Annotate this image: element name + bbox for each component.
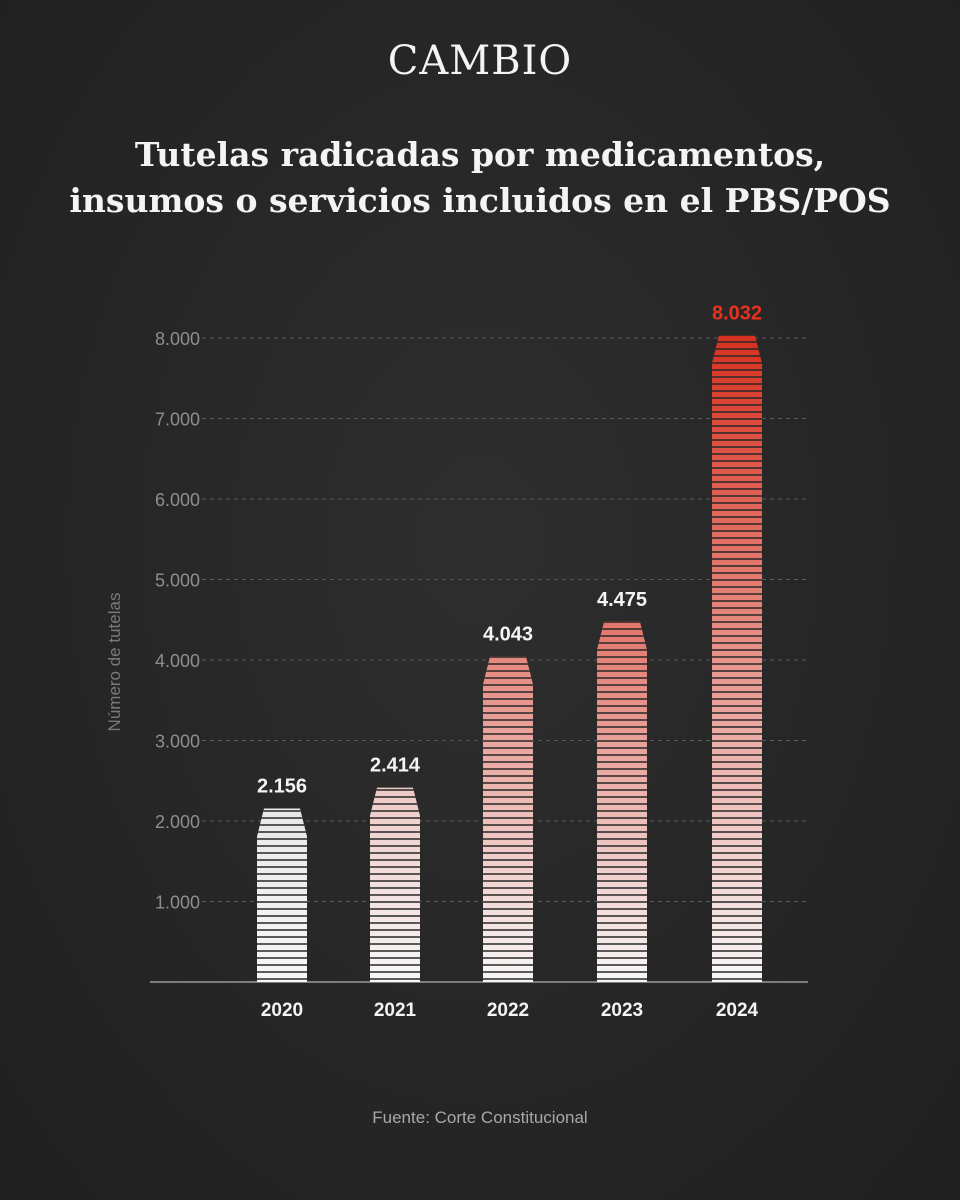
value-label-2024: 8.032 bbox=[712, 302, 762, 324]
bar-stripes-2020 bbox=[257, 808, 307, 982]
bar-stripes-2022 bbox=[483, 656, 533, 982]
y-tick-label: 7.000 bbox=[155, 410, 200, 430]
y-tick-label: 6.000 bbox=[155, 490, 200, 510]
x-tick-label-2020: 2020 bbox=[261, 1000, 303, 1021]
x-tick-label-2021: 2021 bbox=[374, 1000, 417, 1021]
bar-stripes-2023 bbox=[597, 621, 647, 982]
chart-title: Tutelas radicadas por medicamentos, insu… bbox=[0, 132, 960, 224]
chart-title-line-1: Tutelas radicadas por medicamentos, bbox=[134, 135, 826, 174]
bar-stripes-2021 bbox=[370, 787, 420, 982]
source-note: Fuente: Corte Constitucional bbox=[372, 1108, 588, 1127]
x-tick-label-2022: 2022 bbox=[487, 1000, 529, 1021]
y-tick-label: 4.000 bbox=[155, 651, 200, 671]
y-tick-label: 5.000 bbox=[155, 571, 200, 591]
y-tick-label: 2.000 bbox=[155, 812, 200, 832]
brand-logo: CAMBIO bbox=[387, 38, 573, 84]
y-tick-label: 1.000 bbox=[155, 893, 200, 913]
bar-stripes-2024 bbox=[712, 335, 762, 982]
value-label-2020: 2.156 bbox=[257, 775, 307, 797]
chart-title-line-2: insumos o servicios incluidos en el PBS/… bbox=[69, 181, 891, 220]
y-tick-label: 8.000 bbox=[155, 329, 200, 349]
value-label-2023: 4.475 bbox=[597, 589, 647, 611]
y-axis-title: Número de tutelas bbox=[105, 593, 124, 732]
value-label-2022: 4.043 bbox=[483, 624, 533, 646]
y-tick-label: 3.000 bbox=[155, 732, 200, 752]
value-label-2021: 2.414 bbox=[370, 755, 421, 777]
x-tick-label-2024: 2024 bbox=[716, 1000, 759, 1021]
x-tick-label-2023: 2023 bbox=[601, 1000, 643, 1021]
